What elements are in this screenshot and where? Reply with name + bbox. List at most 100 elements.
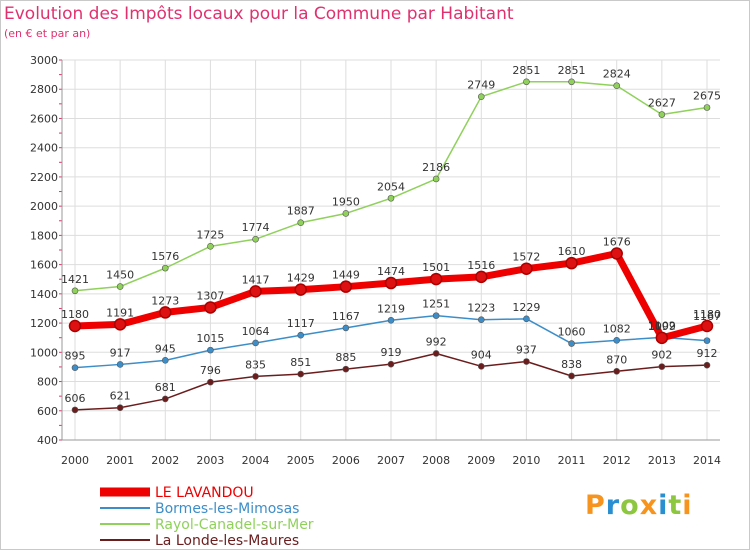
x-tick-label: 2005 [287,454,315,467]
data-point-bormes-les-mimosas [161,357,169,364]
data-point-le-lavandou [429,272,443,286]
logo-letter: t [668,490,683,521]
legend-label-bormes-les-mimosas: Bormes-les-Mimosas [155,501,299,517]
data-label-rayol-canadel-sur-mer: 2054 [377,180,405,193]
data-label-la-londe-les-maures: 851 [290,356,311,369]
data-point-le-lavandou [113,318,127,331]
data-label-la-londe-les-maures: 870 [606,353,627,366]
data-label-extra: 1167 [693,310,721,323]
y-tick-label: 1200 [30,317,58,330]
data-label-rayol-canadel-sur-mer: 1576 [151,250,179,263]
y-tick-label: 600 [37,405,58,418]
data-point-le-lavandou [68,319,82,333]
x-tick-label: 2009 [467,454,495,467]
data-point-bormes-les-mimosas [568,340,575,347]
data-point-rayol-canadel-sur-mer [523,78,530,86]
data-label-le-lavandou: 1429 [287,272,315,285]
data-point-le-lavandou [384,276,398,290]
x-tick-label: 2013 [648,454,676,467]
chart-subtitle: (en € et par an) [4,27,91,40]
data-label-la-londe-les-maures: 902 [651,349,672,362]
data-point-la-londe-les-maures [252,373,259,380]
data-point-le-lavandou [249,285,262,298]
data-point-la-londe-les-maures [613,368,621,375]
x-tick-label: 2002 [151,454,179,467]
data-label-le-lavandou: 1273 [151,294,179,307]
data-point-le-lavandou [565,256,578,270]
data-label-bormes-les-mimosas: 1251 [422,298,450,311]
data-point-la-londe-les-maures [161,395,169,403]
x-tick-label: 2014 [693,454,721,467]
data-label-rayol-canadel-sur-mer: 1421 [61,273,89,286]
data-label-la-londe-les-maures: 606 [65,392,86,405]
data-point-bormes-les-mimosas [387,316,395,324]
data-point-le-lavandou [655,331,669,345]
y-tick-label: 2400 [30,142,58,155]
y-tick-label: 400 [37,434,58,447]
data-label-la-londe-les-maures: 796 [200,364,221,377]
data-point-le-lavandou [339,280,353,293]
data-label-le-lavandou: 1417 [242,273,270,286]
logo-letter: r [605,490,621,521]
data-label-le-lavandou: 1501 [422,261,450,274]
y-tick-label: 1800 [30,229,58,242]
data-label-bormes-les-mimosas: 1064 [242,325,270,338]
data-point-rayol-canadel-sur-mer [71,287,79,295]
data-point-le-lavandou [610,247,623,260]
data-point-rayol-canadel-sur-mer [387,194,395,202]
legend-label-la-londe-les-maures: La Londe-les-Maures [155,533,299,549]
x-tick-label: 2006 [332,454,360,467]
logo-letter: i [682,490,693,521]
data-label-la-londe-les-maures: 992 [426,335,447,348]
y-tick-label: 1400 [30,288,58,301]
data-point-bormes-les-mimosas [342,324,350,332]
data-point-bormes-les-mimosas [432,312,440,319]
data-label-la-londe-les-maures: 681 [155,381,176,394]
y-tick-label: 1600 [30,259,58,272]
data-label-la-londe-les-maures: 919 [381,346,402,359]
data-point-la-londe-les-maures [297,370,305,378]
data-label-le-lavandou: 1449 [332,269,360,282]
data-label-rayol-canadel-sur-mer: 1887 [287,205,315,218]
x-tick-label: 2007 [377,454,405,467]
data-label-bormes-les-mimosas: 1060 [558,326,586,339]
data-point-la-londe-les-maures [568,372,575,380]
data-label-rayol-canadel-sur-mer: 1950 [332,195,360,208]
x-tick-label: 2003 [196,454,224,467]
data-label-le-lavandou: 1099 [648,320,676,333]
data-label-bormes-les-mimosas: 1223 [467,302,495,315]
data-point-le-lavandou [475,270,488,284]
y-tick-label: 3000 [30,54,58,67]
data-point-bormes-les-mimosas [207,346,214,354]
data-label-rayol-canadel-sur-mer: 2186 [422,161,450,174]
data-point-rayol-canadel-sur-mer [613,82,621,90]
data-point-rayol-canadel-sur-mer [252,235,259,243]
data-point-rayol-canadel-sur-mer [568,78,575,86]
data-point-bormes-les-mimosas [523,315,530,323]
data-point-bormes-les-mimosas [71,364,79,371]
x-tick-label: 2000 [61,454,89,467]
logo-letter: x [639,490,659,521]
data-point-le-lavandou [520,262,533,275]
data-point-le-lavandou [700,319,714,333]
data-point-la-londe-les-maures [477,363,485,370]
data-label-la-londe-les-maures: 912 [697,347,718,360]
y-tick-label: 800 [37,376,58,389]
y-tick-label: 2600 [30,112,58,125]
data-label-le-lavandou: 1610 [558,245,586,258]
data-label-la-londe-les-maures: 904 [471,348,492,361]
data-point-rayol-canadel-sur-mer [658,111,666,118]
x-tick-label: 2008 [422,454,450,467]
legend-label-le-lavandou: LE LAVANDOU [155,485,254,501]
x-tick-label: 2012 [603,454,631,467]
data-point-la-londe-les-maures [658,363,666,370]
data-label-bormes-les-mimosas: 895 [65,350,86,363]
x-tick-label: 2001 [106,454,134,467]
data-point-la-londe-les-maures [116,404,124,412]
data-label-le-lavandou: 1180 [693,308,721,321]
data-label-la-londe-les-maures: 835 [245,358,266,371]
data-label-bormes-les-mimosas: 1102 [648,319,676,332]
data-label-rayol-canadel-sur-mer: 1450 [106,269,134,282]
logo-letter: i [658,490,669,521]
data-point-le-lavandou [204,301,217,314]
